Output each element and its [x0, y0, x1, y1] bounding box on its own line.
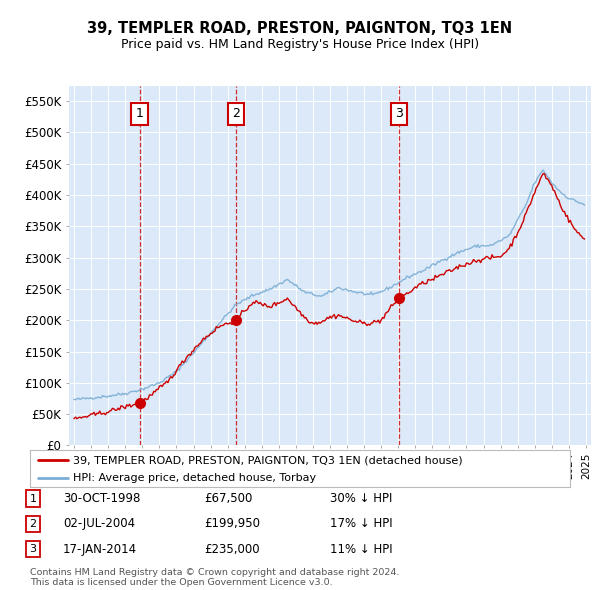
Text: £199,950: £199,950	[204, 517, 260, 530]
Text: Price paid vs. HM Land Registry's House Price Index (HPI): Price paid vs. HM Land Registry's House …	[121, 38, 479, 51]
Text: 17-JAN-2014: 17-JAN-2014	[63, 543, 137, 556]
Text: This data is licensed under the Open Government Licence v3.0.: This data is licensed under the Open Gov…	[30, 578, 332, 587]
Text: 17% ↓ HPI: 17% ↓ HPI	[330, 517, 392, 530]
Text: 02-JUL-2004: 02-JUL-2004	[63, 517, 135, 530]
Text: 11% ↓ HPI: 11% ↓ HPI	[330, 543, 392, 556]
Text: 30-OCT-1998: 30-OCT-1998	[63, 492, 140, 505]
Text: 1: 1	[136, 107, 143, 120]
Text: Contains HM Land Registry data © Crown copyright and database right 2024.: Contains HM Land Registry data © Crown c…	[30, 568, 400, 577]
Text: 2: 2	[232, 107, 240, 120]
Text: 2: 2	[29, 519, 37, 529]
Text: 3: 3	[395, 107, 403, 120]
Text: 30% ↓ HPI: 30% ↓ HPI	[330, 492, 392, 505]
Text: 3: 3	[29, 545, 37, 554]
Text: 39, TEMPLER ROAD, PRESTON, PAIGNTON, TQ3 1EN: 39, TEMPLER ROAD, PRESTON, PAIGNTON, TQ3…	[88, 21, 512, 35]
Text: 1: 1	[29, 494, 37, 503]
Text: 39, TEMPLER ROAD, PRESTON, PAIGNTON, TQ3 1EN (detached house): 39, TEMPLER ROAD, PRESTON, PAIGNTON, TQ3…	[73, 455, 463, 466]
Text: £67,500: £67,500	[204, 492, 253, 505]
Text: HPI: Average price, detached house, Torbay: HPI: Average price, detached house, Torb…	[73, 473, 316, 483]
Text: £235,000: £235,000	[204, 543, 260, 556]
